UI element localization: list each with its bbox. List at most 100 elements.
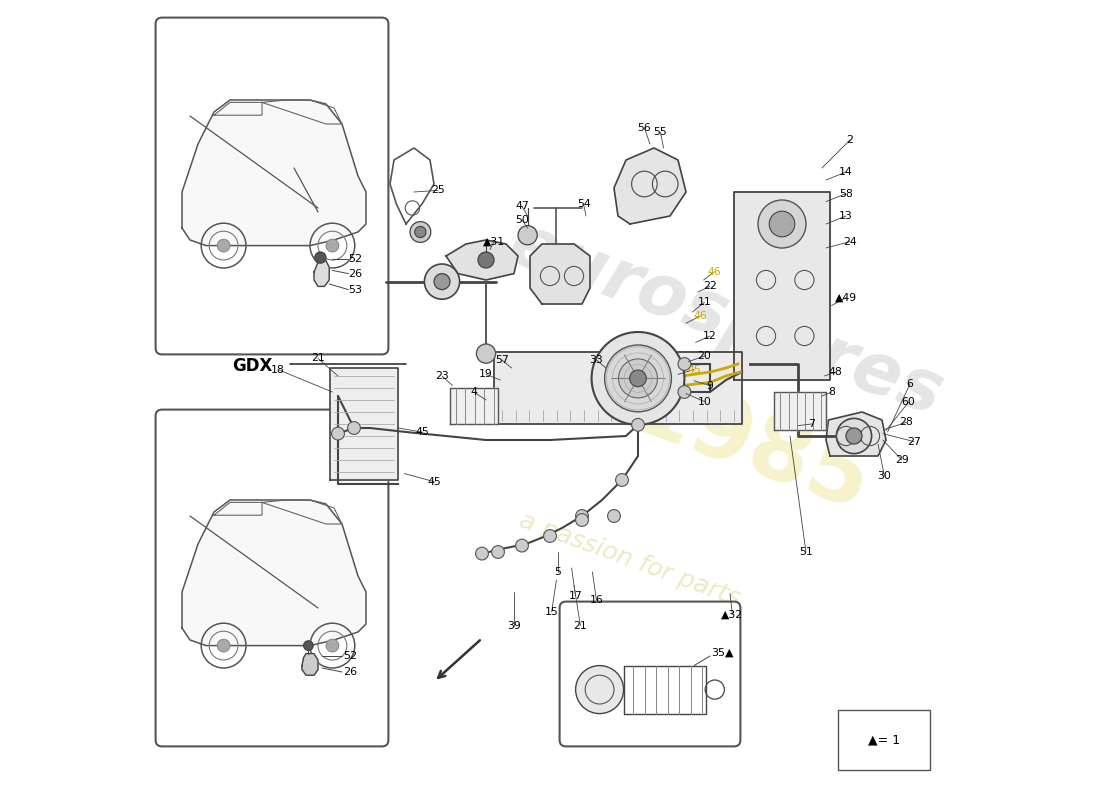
Text: 5: 5 [554,567,561,577]
Text: 16: 16 [590,595,603,605]
FancyBboxPatch shape [560,602,740,746]
Text: 51: 51 [799,547,813,557]
Circle shape [631,418,645,431]
Text: ▲= 1: ▲= 1 [868,734,900,746]
Text: 7: 7 [808,419,815,429]
Text: ▲49: ▲49 [835,293,857,302]
Circle shape [315,252,326,263]
Text: 58: 58 [839,189,853,198]
Text: 27: 27 [908,437,921,446]
Polygon shape [330,368,398,480]
Polygon shape [182,500,366,646]
Text: 8: 8 [828,387,835,397]
Text: 21: 21 [573,621,587,630]
Text: 45: 45 [427,477,441,486]
Polygon shape [734,192,830,380]
Text: 20: 20 [697,351,712,361]
Text: 13: 13 [839,211,853,221]
Polygon shape [614,148,686,224]
Text: 46: 46 [693,311,707,321]
Polygon shape [446,240,518,280]
Text: 23: 23 [436,371,449,381]
Circle shape [492,546,505,558]
Text: 29: 29 [895,455,909,465]
Text: 4: 4 [471,387,477,397]
Circle shape [518,226,537,245]
Polygon shape [314,258,329,286]
Circle shape [575,666,624,714]
Text: 46: 46 [707,267,721,277]
Text: 21: 21 [311,354,324,363]
Circle shape [326,639,339,652]
Text: 28: 28 [899,418,913,427]
FancyBboxPatch shape [155,18,388,354]
Circle shape [575,514,589,526]
Text: GDX: GDX [232,358,273,375]
Text: 52: 52 [348,254,362,264]
Text: 6: 6 [906,379,913,389]
Text: 45: 45 [415,427,429,437]
FancyBboxPatch shape [838,710,930,770]
Circle shape [605,345,671,412]
Text: 35▲: 35▲ [711,648,734,658]
FancyBboxPatch shape [155,410,388,746]
Text: 12: 12 [703,331,717,341]
Circle shape [616,474,628,486]
Polygon shape [182,100,366,246]
Circle shape [575,510,589,522]
Text: 15: 15 [544,607,559,617]
Circle shape [476,344,496,363]
Polygon shape [774,392,826,430]
Polygon shape [494,352,743,424]
Circle shape [304,641,313,650]
Circle shape [607,510,620,522]
Text: eurospares: eurospares [499,210,953,430]
Circle shape [410,222,431,242]
Text: 19: 19 [480,370,493,379]
Text: 57: 57 [495,355,509,365]
Circle shape [415,226,426,238]
Text: 50: 50 [515,215,529,225]
Circle shape [217,639,230,652]
Circle shape [678,358,691,370]
Circle shape [592,332,684,425]
Text: 39: 39 [507,621,521,630]
Polygon shape [530,244,590,304]
Text: 17: 17 [569,591,583,601]
Circle shape [769,211,795,237]
Text: 45: 45 [688,365,701,374]
Text: 54: 54 [576,199,591,209]
Circle shape [434,274,450,290]
Text: a passion for parts: a passion for parts [516,509,744,611]
Text: 48: 48 [828,367,843,377]
Text: 53: 53 [348,285,362,294]
Text: 52: 52 [343,651,358,661]
Text: 1985: 1985 [619,365,881,531]
Circle shape [478,252,494,268]
Text: ▲32: ▲32 [722,610,744,619]
Circle shape [678,386,691,398]
Circle shape [425,264,460,299]
Text: 55: 55 [653,127,668,137]
Circle shape [348,422,361,434]
Text: 47: 47 [515,202,529,211]
Text: 25: 25 [431,186,444,195]
Text: 24: 24 [843,237,857,246]
Text: 30: 30 [878,471,891,481]
Circle shape [758,200,806,248]
Circle shape [543,530,557,542]
Text: 10: 10 [697,397,712,406]
Text: 33: 33 [590,355,603,365]
Circle shape [846,428,862,444]
Polygon shape [302,654,318,675]
Text: 22: 22 [703,282,717,291]
Circle shape [326,239,339,252]
Text: 56: 56 [638,123,651,133]
Circle shape [217,239,230,252]
Text: 18: 18 [271,365,285,374]
Text: ▲31: ▲31 [483,237,505,246]
Text: 26: 26 [343,667,358,677]
Circle shape [629,370,647,386]
Circle shape [836,418,871,454]
Text: 2: 2 [847,135,854,145]
